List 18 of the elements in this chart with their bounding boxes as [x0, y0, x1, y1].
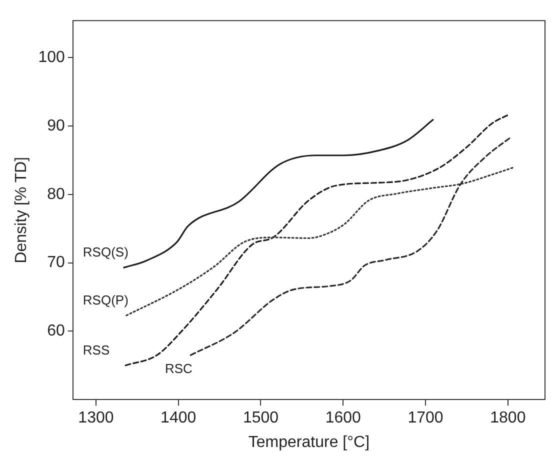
y-tick-label: 90 [47, 117, 65, 134]
y-tick-label: 60 [47, 322, 65, 340]
x-tick-label: 1800 [490, 410, 526, 427]
x-tick-label: 1400 [160, 410, 196, 427]
x-tick-label: 1700 [408, 410, 444, 427]
series-label: RSQ(S) [82, 244, 128, 260]
series-label: RSQ(P) [82, 292, 128, 308]
x-tick-label: 1300 [78, 410, 114, 427]
x-tick-label: 1600 [325, 410, 362, 427]
y-tick-label: 70 [47, 254, 65, 272]
line-series [190, 136, 512, 356]
x-axis-title: Temperature [°C] [248, 434, 370, 451]
x-tick-label: 1500 [242, 410, 279, 427]
y-tick-label: 80 [47, 186, 65, 203]
series-label: RSC [164, 361, 192, 376]
series-label: RSS [82, 342, 110, 358]
y-tick-label: 100 [38, 48, 65, 66]
y-axis-title: Density [% TD] [13, 156, 30, 264]
